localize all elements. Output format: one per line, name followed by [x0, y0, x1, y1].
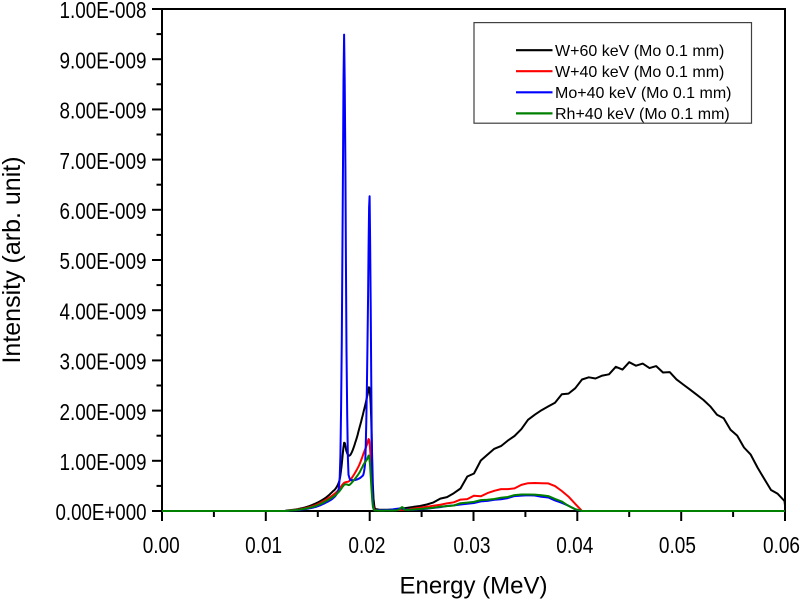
svg-text:8.00E-009: 8.00E-009: [60, 98, 147, 124]
svg-text:0.06: 0.06: [763, 532, 800, 558]
svg-text:1.00E-008: 1.00E-008: [60, 0, 147, 23]
svg-text:6.00E-009: 6.00E-009: [60, 198, 147, 224]
svg-text:Energy (MeV): Energy (MeV): [399, 573, 547, 600]
svg-text:Rh+40 keV (Mo 0.1 mm): Rh+40 keV (Mo 0.1 mm): [555, 106, 730, 123]
svg-text:0.01: 0.01: [245, 532, 282, 558]
svg-text:5.00E-009: 5.00E-009: [60, 248, 147, 274]
svg-text:Intensity (arb. unit): Intensity (arb. unit): [0, 156, 26, 363]
svg-text:Mo+40 keV (Mo 0.1 mm): Mo+40 keV (Mo 0.1 mm): [555, 85, 732, 102]
svg-text:2.00E-009: 2.00E-009: [60, 399, 147, 425]
svg-text:1.00E-009: 1.00E-009: [60, 449, 147, 475]
svg-text:0.05: 0.05: [659, 532, 696, 558]
svg-text:0.03: 0.03: [453, 532, 490, 558]
svg-text:3.00E-009: 3.00E-009: [60, 349, 147, 375]
svg-text:W+60 keV (Mo 0.1 mm): W+60 keV (Mo 0.1 mm): [555, 43, 724, 60]
svg-text:0.02: 0.02: [348, 532, 385, 558]
svg-text:7.00E-009: 7.00E-009: [60, 148, 147, 174]
svg-text:4.00E-009: 4.00E-009: [60, 298, 147, 324]
svg-text:9.00E-009: 9.00E-009: [60, 47, 147, 73]
svg-text:0.00E+000: 0.00E+000: [56, 499, 147, 525]
svg-text:0.00: 0.00: [143, 532, 180, 558]
svg-text:0.04: 0.04: [556, 532, 593, 558]
svg-text:W+40 keV (Mo 0.1 mm): W+40 keV (Mo 0.1 mm): [555, 64, 724, 81]
